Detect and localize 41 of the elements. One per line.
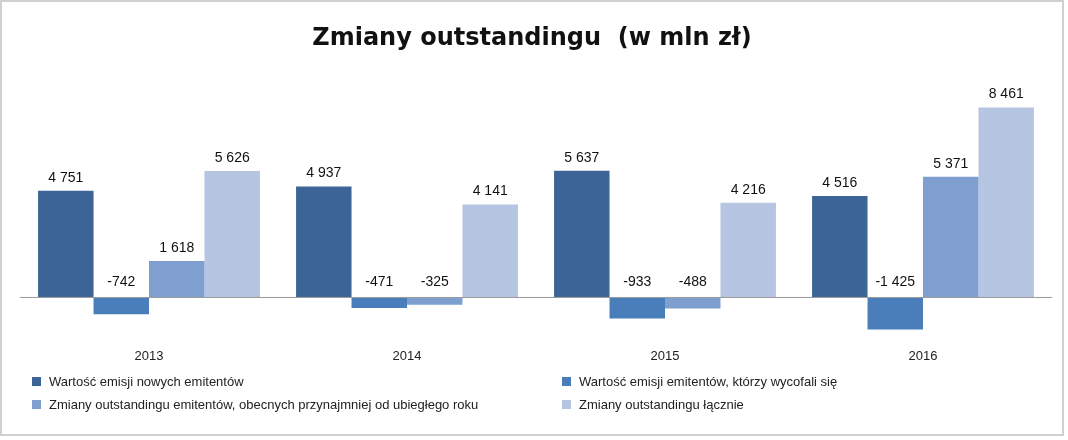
data-label: 4 937 [306,164,342,181]
data-label: -325 [420,273,449,290]
legend-label: Zmiany outstandingu emitentów, obecnych przynajmniej od ubiegłego roku [49,397,479,412]
bar [867,297,923,330]
data-label: -488 [678,273,707,290]
bar [978,107,1034,298]
bar [204,171,260,298]
legend-label: Wartość emisji nowych emitentów [49,374,244,389]
data-label: 8 461 [988,85,1024,102]
bar [720,202,776,298]
data-label: -1 425 [875,273,916,290]
bar [665,297,721,309]
bar [149,261,205,298]
bar [812,196,868,298]
bar [351,297,407,309]
data-label: -742 [107,273,136,290]
data-label: 5 626 [214,148,250,165]
data-label: 4 516 [822,173,858,190]
legend-label: Zmiany outstandingu łącznie [579,397,744,412]
data-label: 4 141 [472,182,508,199]
bar [609,297,665,319]
x-tick-label: 2013 [134,347,164,363]
data-label: -933 [623,273,652,290]
x-tick-label: 2015 [650,347,680,363]
bar [38,190,94,298]
chart-title: Zmiany outstandingu (w mln zł) [312,22,752,51]
data-label: 5 371 [933,154,969,171]
data-label: -471 [365,273,394,290]
x-tick-label: 2016 [908,347,938,363]
bar [462,204,518,298]
data-label: 4 751 [48,168,84,185]
bar [923,176,979,298]
bar [93,297,149,315]
legend-label: Wartość emisji emitentów, którzy wycofali się [579,374,838,389]
data-label: 4 216 [730,180,766,197]
bar [296,186,352,298]
data-label: 1 618 [159,238,195,255]
bar [407,297,463,305]
bar [554,170,610,298]
data-label: 5 637 [564,148,600,165]
x-tick-label: 2014 [392,347,422,363]
